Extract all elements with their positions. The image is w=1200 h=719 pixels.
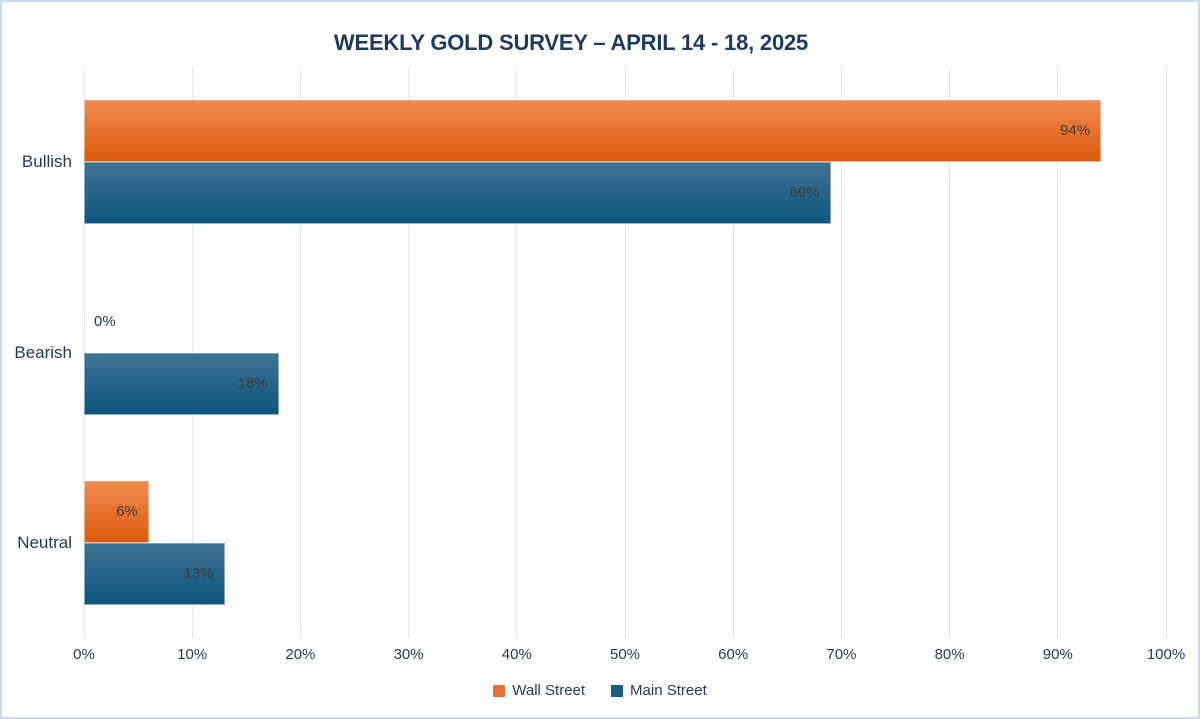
x-axis-tick-90: 90% [1042,646,1073,663]
gridline-70 [840,67,842,638]
chart-title: WEEKLY GOLD SURVEY – APRIL 14 - 18, 2025 [333,30,809,55]
legend-item-main-street: Main Street [611,682,707,699]
bar-wall-street-bullish [84,100,1102,163]
x-axis-tick-80: 80% [934,646,965,663]
category-label-bearish: Bearish [14,342,72,362]
legend-item-wall-street: Wall Street [493,682,585,699]
x-axis-tick-100: 100% [1146,646,1186,663]
bar-main-street-neutral [84,542,225,605]
x-axis-tick-20: 20% [285,646,316,663]
x-axis-tick-30: 30% [393,646,424,663]
gridline-90 [1057,67,1059,638]
value-label-main-street-bearish: 18% [237,374,268,392]
bar-main-street-bearish [84,352,279,415]
x-axis-tick-60: 60% [718,646,749,663]
gridline-20 [299,67,301,638]
legend-swatch-main-street [611,684,624,697]
value-label-wall-street-neutral: 6% [116,502,138,520]
x-axis-tick-0: 0% [73,646,95,663]
value-label-main-street-neutral: 13% [183,564,214,582]
gridline-40 [516,67,518,638]
legend-label-wall-street: Wall Street [512,682,586,699]
x-axis-tick-40: 40% [501,646,532,663]
gridline-50 [624,67,626,638]
bar-wall-street-neutral [84,480,149,543]
category-label-neutral: Neutral [17,532,72,552]
value-label-main-street-bullish: 69% [789,184,820,202]
legend: Wall Street Main Street [2,682,1198,699]
legend-swatch-wall-street [493,684,506,697]
legend-label-main-street: Main Street [630,682,707,699]
value-label-wall-street-bullish: 94% [1060,122,1091,140]
value-label-wall-street-bearish: 0% [94,312,116,330]
x-axis-tick-50: 50% [609,646,641,663]
x-axis-tick-10: 10% [177,646,208,663]
gridline-80 [949,67,951,638]
bar-main-street-bullish [84,162,831,225]
gridline-60 [732,67,734,638]
gridline-100 [1165,67,1167,638]
gridline-30 [408,67,410,638]
category-label-bullish: Bullish [21,152,72,172]
x-axis-tick-70: 70% [826,646,857,663]
